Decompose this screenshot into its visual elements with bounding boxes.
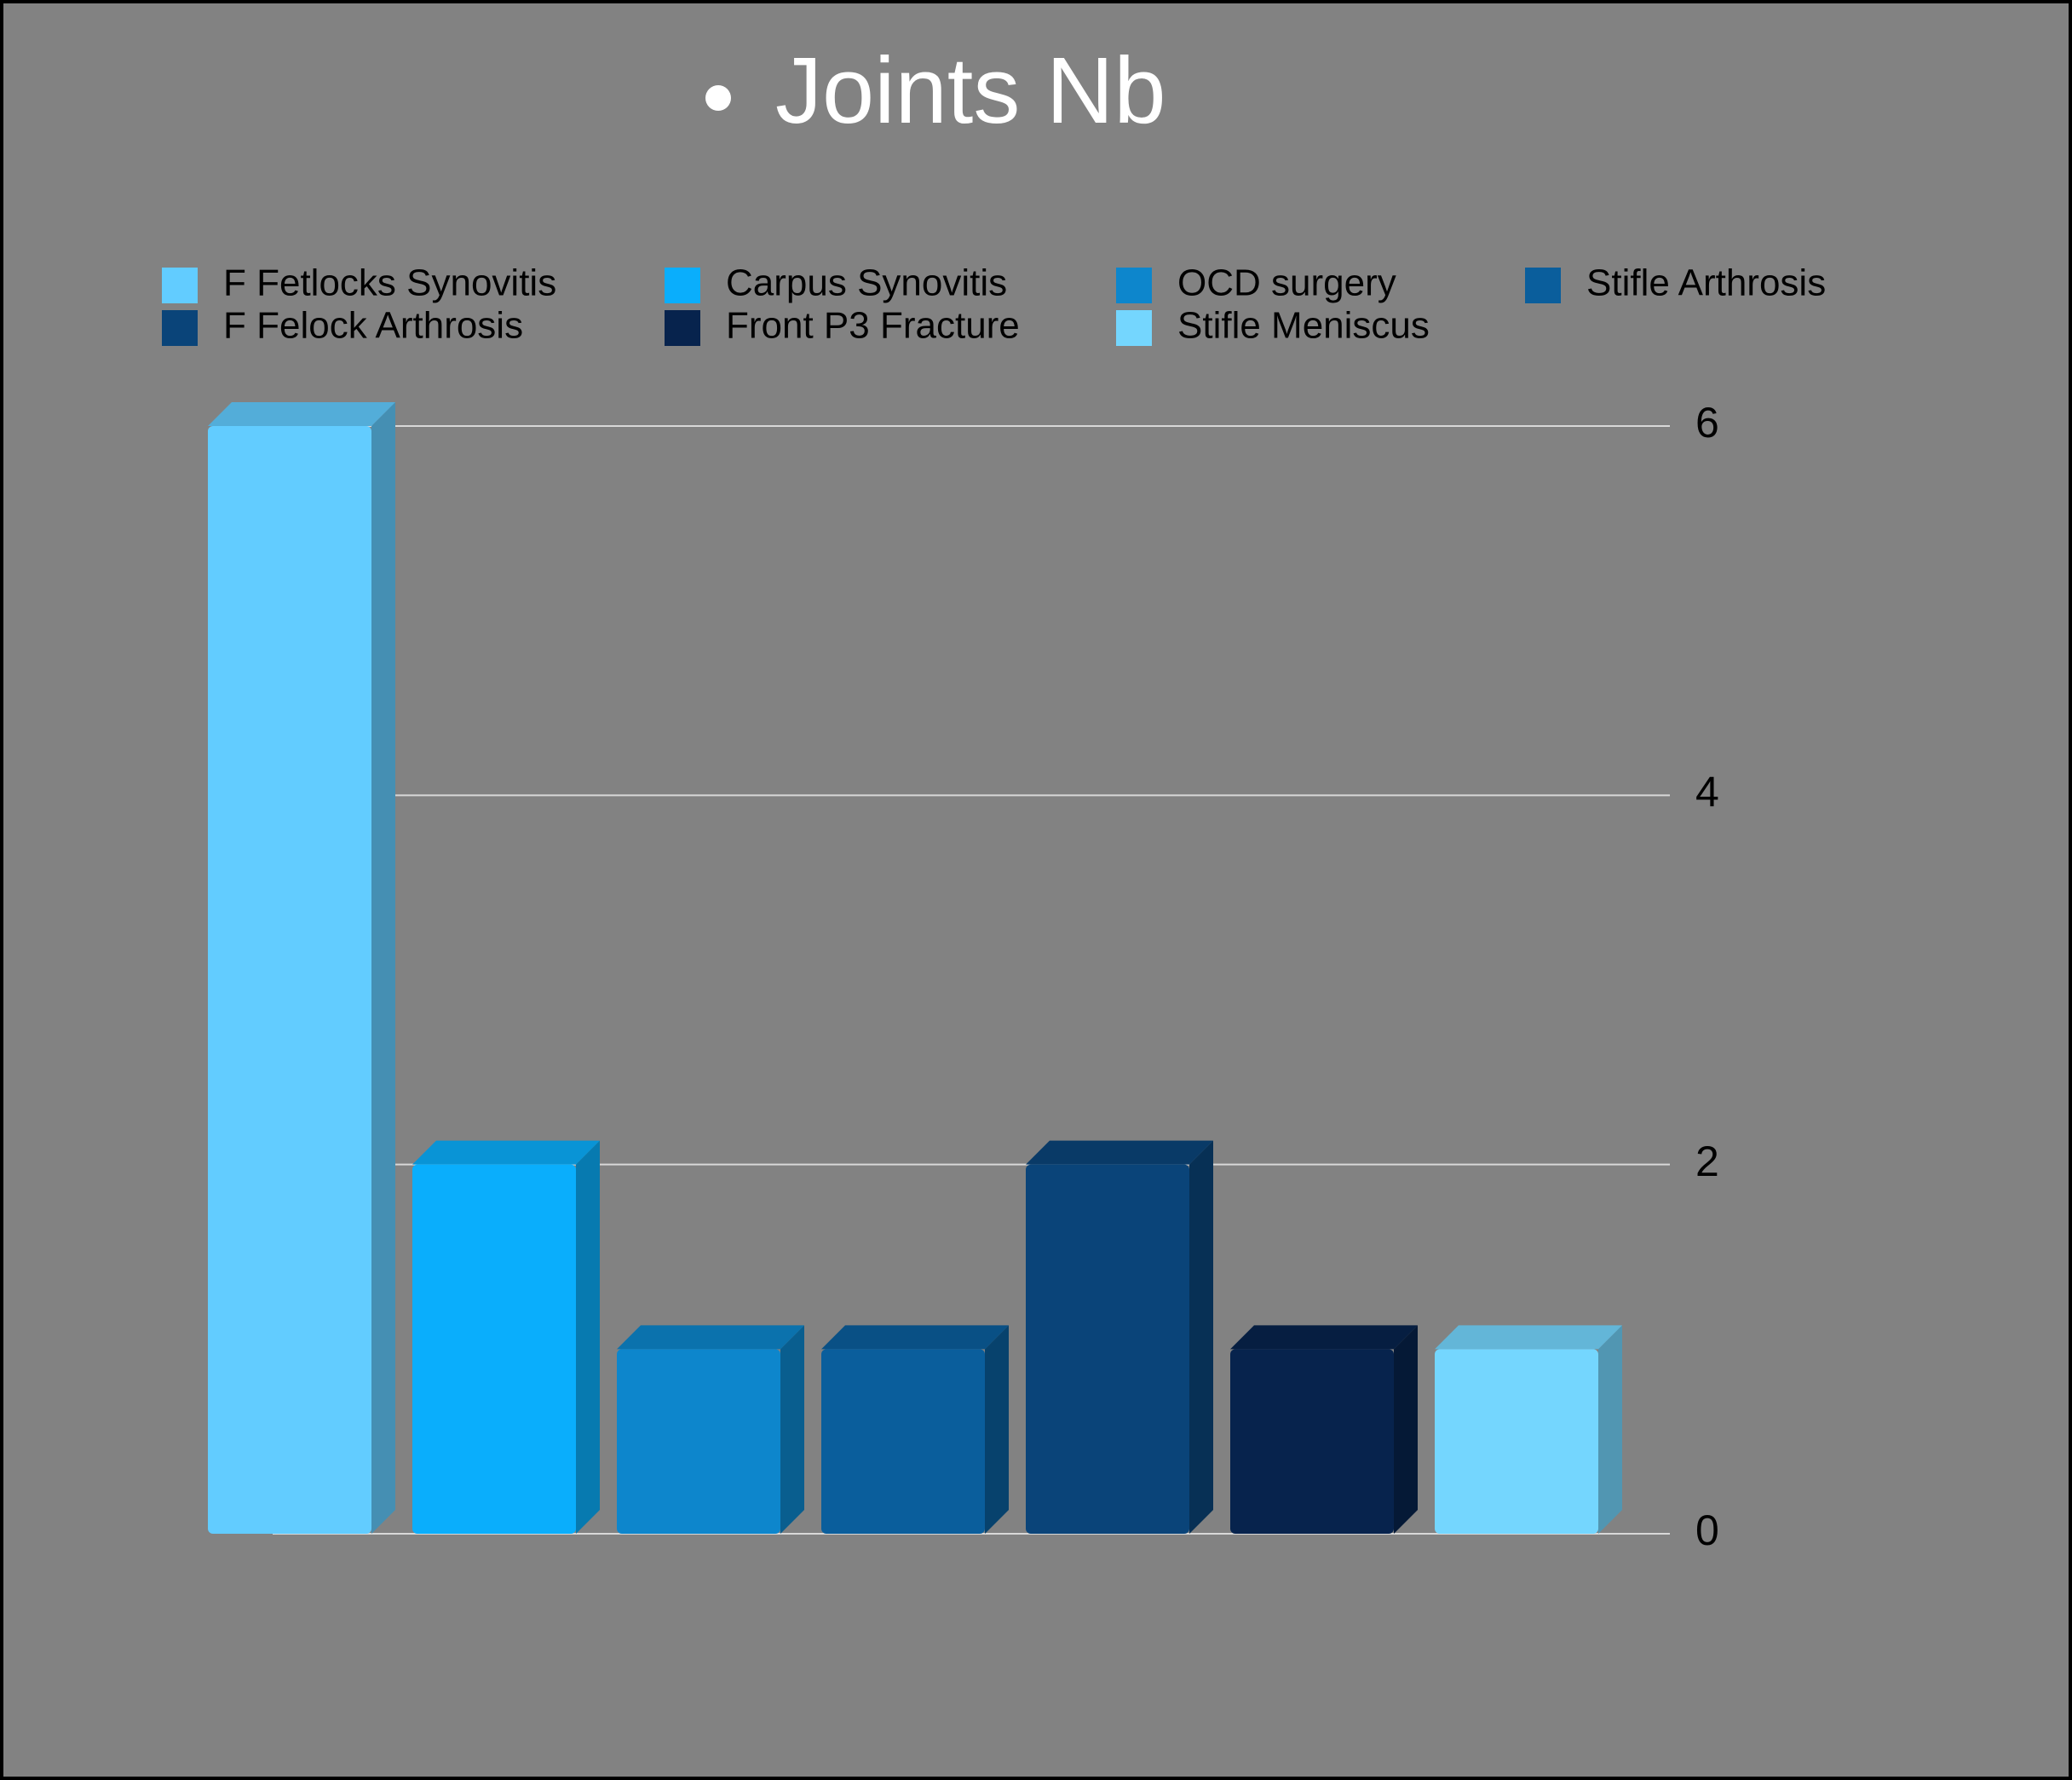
bar [617,1349,780,1534]
bar [1435,1349,1598,1534]
chart-title: Joints Nb [775,38,1166,143]
legend-swatch [1525,268,1561,303]
legend-label: OCD surgery [1177,262,1396,304]
legend-swatch [162,310,198,346]
legend-swatch [162,268,198,303]
bar [412,1164,576,1534]
bar-side [985,1325,1009,1534]
bar-top [617,1325,804,1350]
legend-swatch [665,268,700,303]
bar-side [371,402,395,1534]
bar-top [1026,1140,1213,1165]
y-tick-label: 4 [1695,769,1719,816]
bar [1026,1164,1189,1534]
bar-top [412,1140,600,1165]
bar-side [1394,1325,1418,1534]
legend-swatch [1116,268,1152,303]
legend-label: F Fetlocks Synovitis [223,262,556,304]
bar [1230,1349,1394,1534]
bar-top [1435,1325,1622,1350]
bar-top [208,402,395,426]
legend-label: Front P3 Fracture [726,305,1020,347]
y-tick-label: 2 [1695,1138,1719,1185]
bar-side [1598,1325,1622,1534]
bar [208,426,371,1534]
y-tick-label: 0 [1695,1506,1719,1554]
bar-top [821,1325,1009,1350]
legend-swatch [665,310,700,346]
bar-top [1230,1325,1418,1350]
bar-side [1189,1140,1213,1534]
bar [821,1349,985,1534]
legend-label: Stifle Meniscus [1177,305,1430,347]
y-tick-label: 6 [1695,399,1719,446]
legend-label: Stifle Arthrosis [1586,262,1826,304]
title-bullet [705,85,731,111]
legend-swatch [1116,310,1152,346]
legend-label: Carpus Synovitis [726,262,1007,304]
legend-label: F Felock Arthrosis [223,305,523,347]
bar-side [576,1140,600,1534]
bar-side [780,1325,804,1534]
